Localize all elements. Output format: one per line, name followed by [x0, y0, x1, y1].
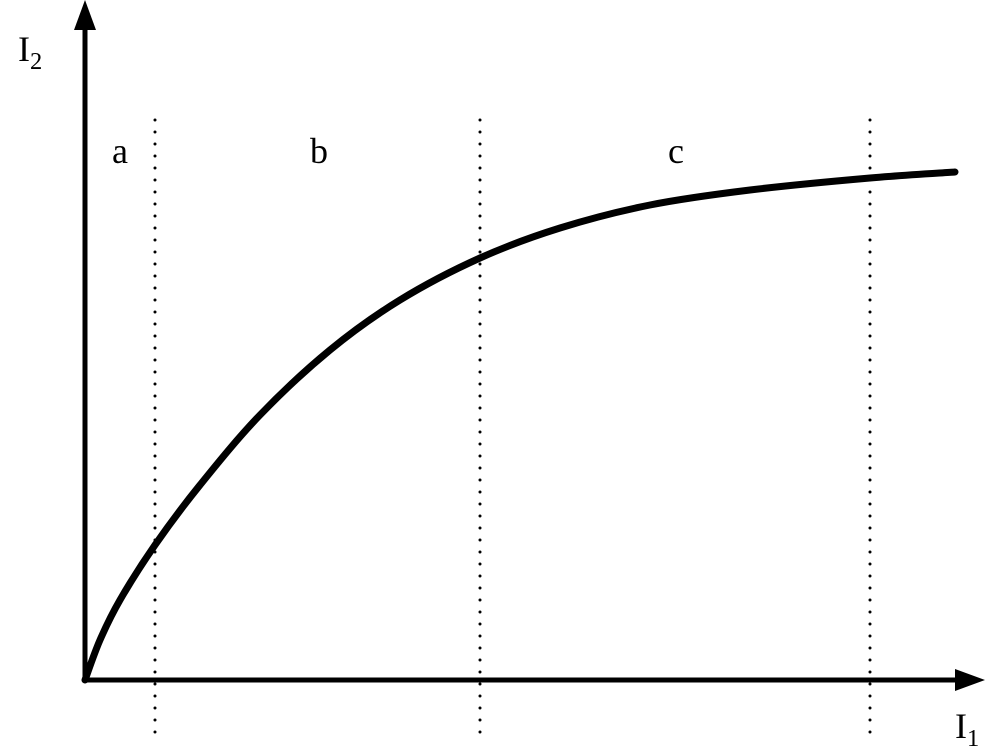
region-label-a: a — [112, 130, 128, 172]
x-axis-label: I1 — [955, 705, 979, 753]
region-label-c: c — [668, 130, 684, 172]
region-label-b: b — [310, 130, 328, 172]
y-axis-label-main: I — [18, 29, 30, 69]
y-axis-label-sub: 2 — [30, 48, 42, 75]
y-axis-label: I2 — [18, 28, 42, 76]
x-axis-label-sub: 1 — [967, 725, 979, 752]
saturation-curve-chart: I2 I1 a b c — [0, 0, 1000, 750]
chart-svg — [0, 0, 1000, 750]
x-axis-label-main: I — [955, 706, 967, 746]
